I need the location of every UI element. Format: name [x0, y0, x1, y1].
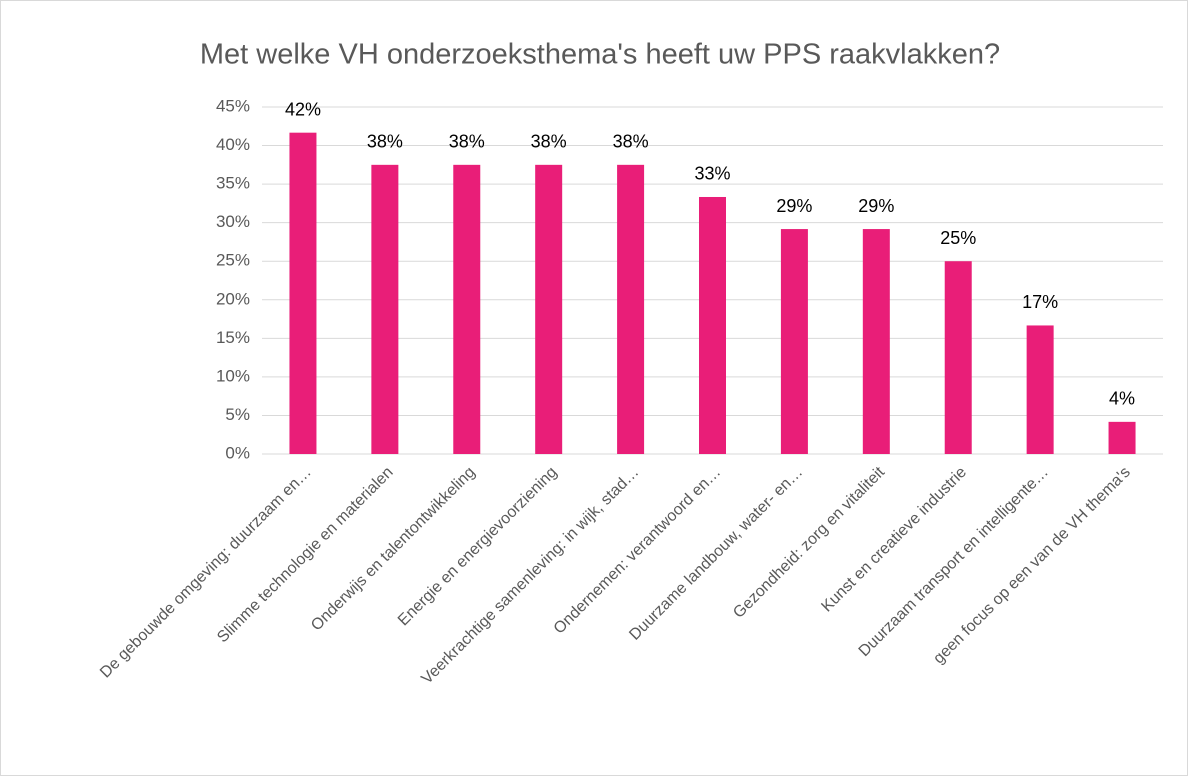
bar [862, 229, 890, 454]
y-tick-label: 30% [216, 212, 250, 231]
y-tick-label: 40% [216, 135, 250, 154]
bar [699, 196, 726, 455]
chart-title: Met welke VH onderzoeksthema's heeft uw … [200, 39, 1000, 71]
bar [453, 164, 481, 455]
y-tick-label: 15% [216, 328, 250, 347]
data-label: 29% [858, 196, 894, 216]
data-label: 17% [1022, 292, 1058, 312]
data-label: 38% [367, 132, 403, 152]
bar [1108, 421, 1136, 454]
bar [371, 164, 399, 455]
bar [289, 132, 317, 455]
bar [1026, 325, 1054, 454]
y-tick-label: 20% [216, 289, 250, 308]
y-tick-label: 10% [216, 366, 250, 385]
data-label: 38% [449, 132, 485, 152]
bar [617, 164, 645, 455]
y-tick-label: 25% [216, 251, 250, 270]
bar [780, 229, 808, 454]
y-tick-label: 5% [225, 405, 250, 424]
data-label: 25% [940, 228, 976, 248]
y-tick-label: 45% [216, 96, 250, 115]
bar [944, 261, 972, 454]
data-label: 42% [285, 99, 321, 119]
data-label: 29% [776, 196, 812, 216]
y-tick-label: 0% [225, 443, 250, 462]
data-label: 38% [613, 132, 649, 152]
bar [535, 164, 563, 455]
data-label: 4% [1109, 389, 1135, 409]
y-tick-label: 35% [216, 174, 250, 193]
data-label: 38% [531, 132, 567, 152]
data-label: 33% [694, 164, 730, 184]
